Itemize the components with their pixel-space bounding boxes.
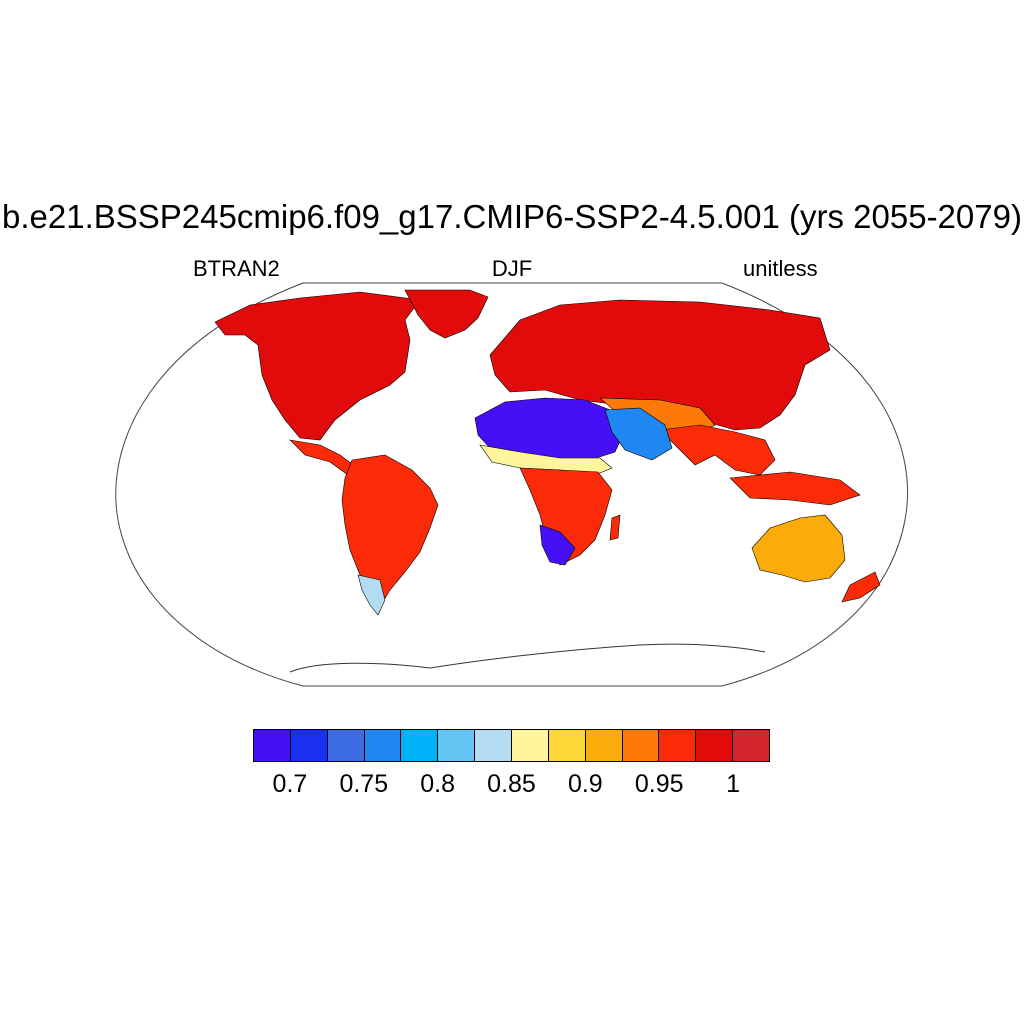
plot-title: b.e21.BSSP245cmip6.f09_g17.CMIP6-SSP2-4.… — [2, 198, 1022, 235]
colorbar-swatch — [512, 730, 549, 761]
variable-label: BTRAN2 — [193, 256, 280, 281]
region-new-zealand — [841, 571, 881, 603]
region-south-america — [341, 454, 439, 611]
colorbar-swatch — [733, 730, 770, 761]
colorbar-swatch — [290, 730, 328, 761]
colorbar-swatch — [401, 730, 439, 761]
colorbar-swatch — [585, 730, 623, 761]
units-label: unitless — [743, 256, 818, 281]
colorbar-tick-label: 0.9 — [567, 770, 603, 798]
region-madagascar — [609, 514, 621, 541]
region-north-america — [214, 291, 421, 441]
colorbar-swatch — [254, 730, 291, 761]
antarctica-outline — [289, 643, 766, 673]
colorbar-swatch — [659, 730, 697, 761]
land-regions — [214, 289, 881, 616]
region-indonesia — [729, 471, 861, 506]
season-label: DJF — [491, 256, 533, 281]
colorbar-swatch — [475, 730, 513, 761]
colorbar-swatch — [548, 730, 586, 761]
region-sahel — [479, 444, 613, 476]
colorbar-tick-label: 0.75 — [339, 770, 389, 798]
colorbar-tick-label: 0.95 — [634, 770, 684, 798]
colorbar-swatch — [622, 730, 660, 761]
colorbar-swatch — [327, 730, 365, 761]
colorbar-tick-label: 1 — [726, 770, 741, 798]
colorbar-swatch — [364, 730, 402, 761]
region-kalahari — [539, 524, 576, 566]
colorbar-tick-labels: 0.7 0.75 0.8 0.85 0.9 0.95 1 — [0, 770, 1024, 800]
region-europe-russia — [489, 299, 831, 431]
colorbar-tick-label: 0.85 — [487, 770, 536, 798]
region-middle-east — [604, 407, 673, 461]
colorbar — [253, 729, 770, 762]
region-australia — [751, 514, 846, 583]
region-patagonia — [357, 574, 386, 616]
colorbar-swatch — [438, 730, 476, 761]
region-central-southern-africa — [519, 467, 613, 566]
region-greenland — [404, 289, 489, 339]
colorbar-tick-label: 0.8 — [420, 770, 456, 798]
colorbar-swatch — [696, 730, 734, 761]
colorbar-tick-label: 0.7 — [272, 770, 308, 798]
